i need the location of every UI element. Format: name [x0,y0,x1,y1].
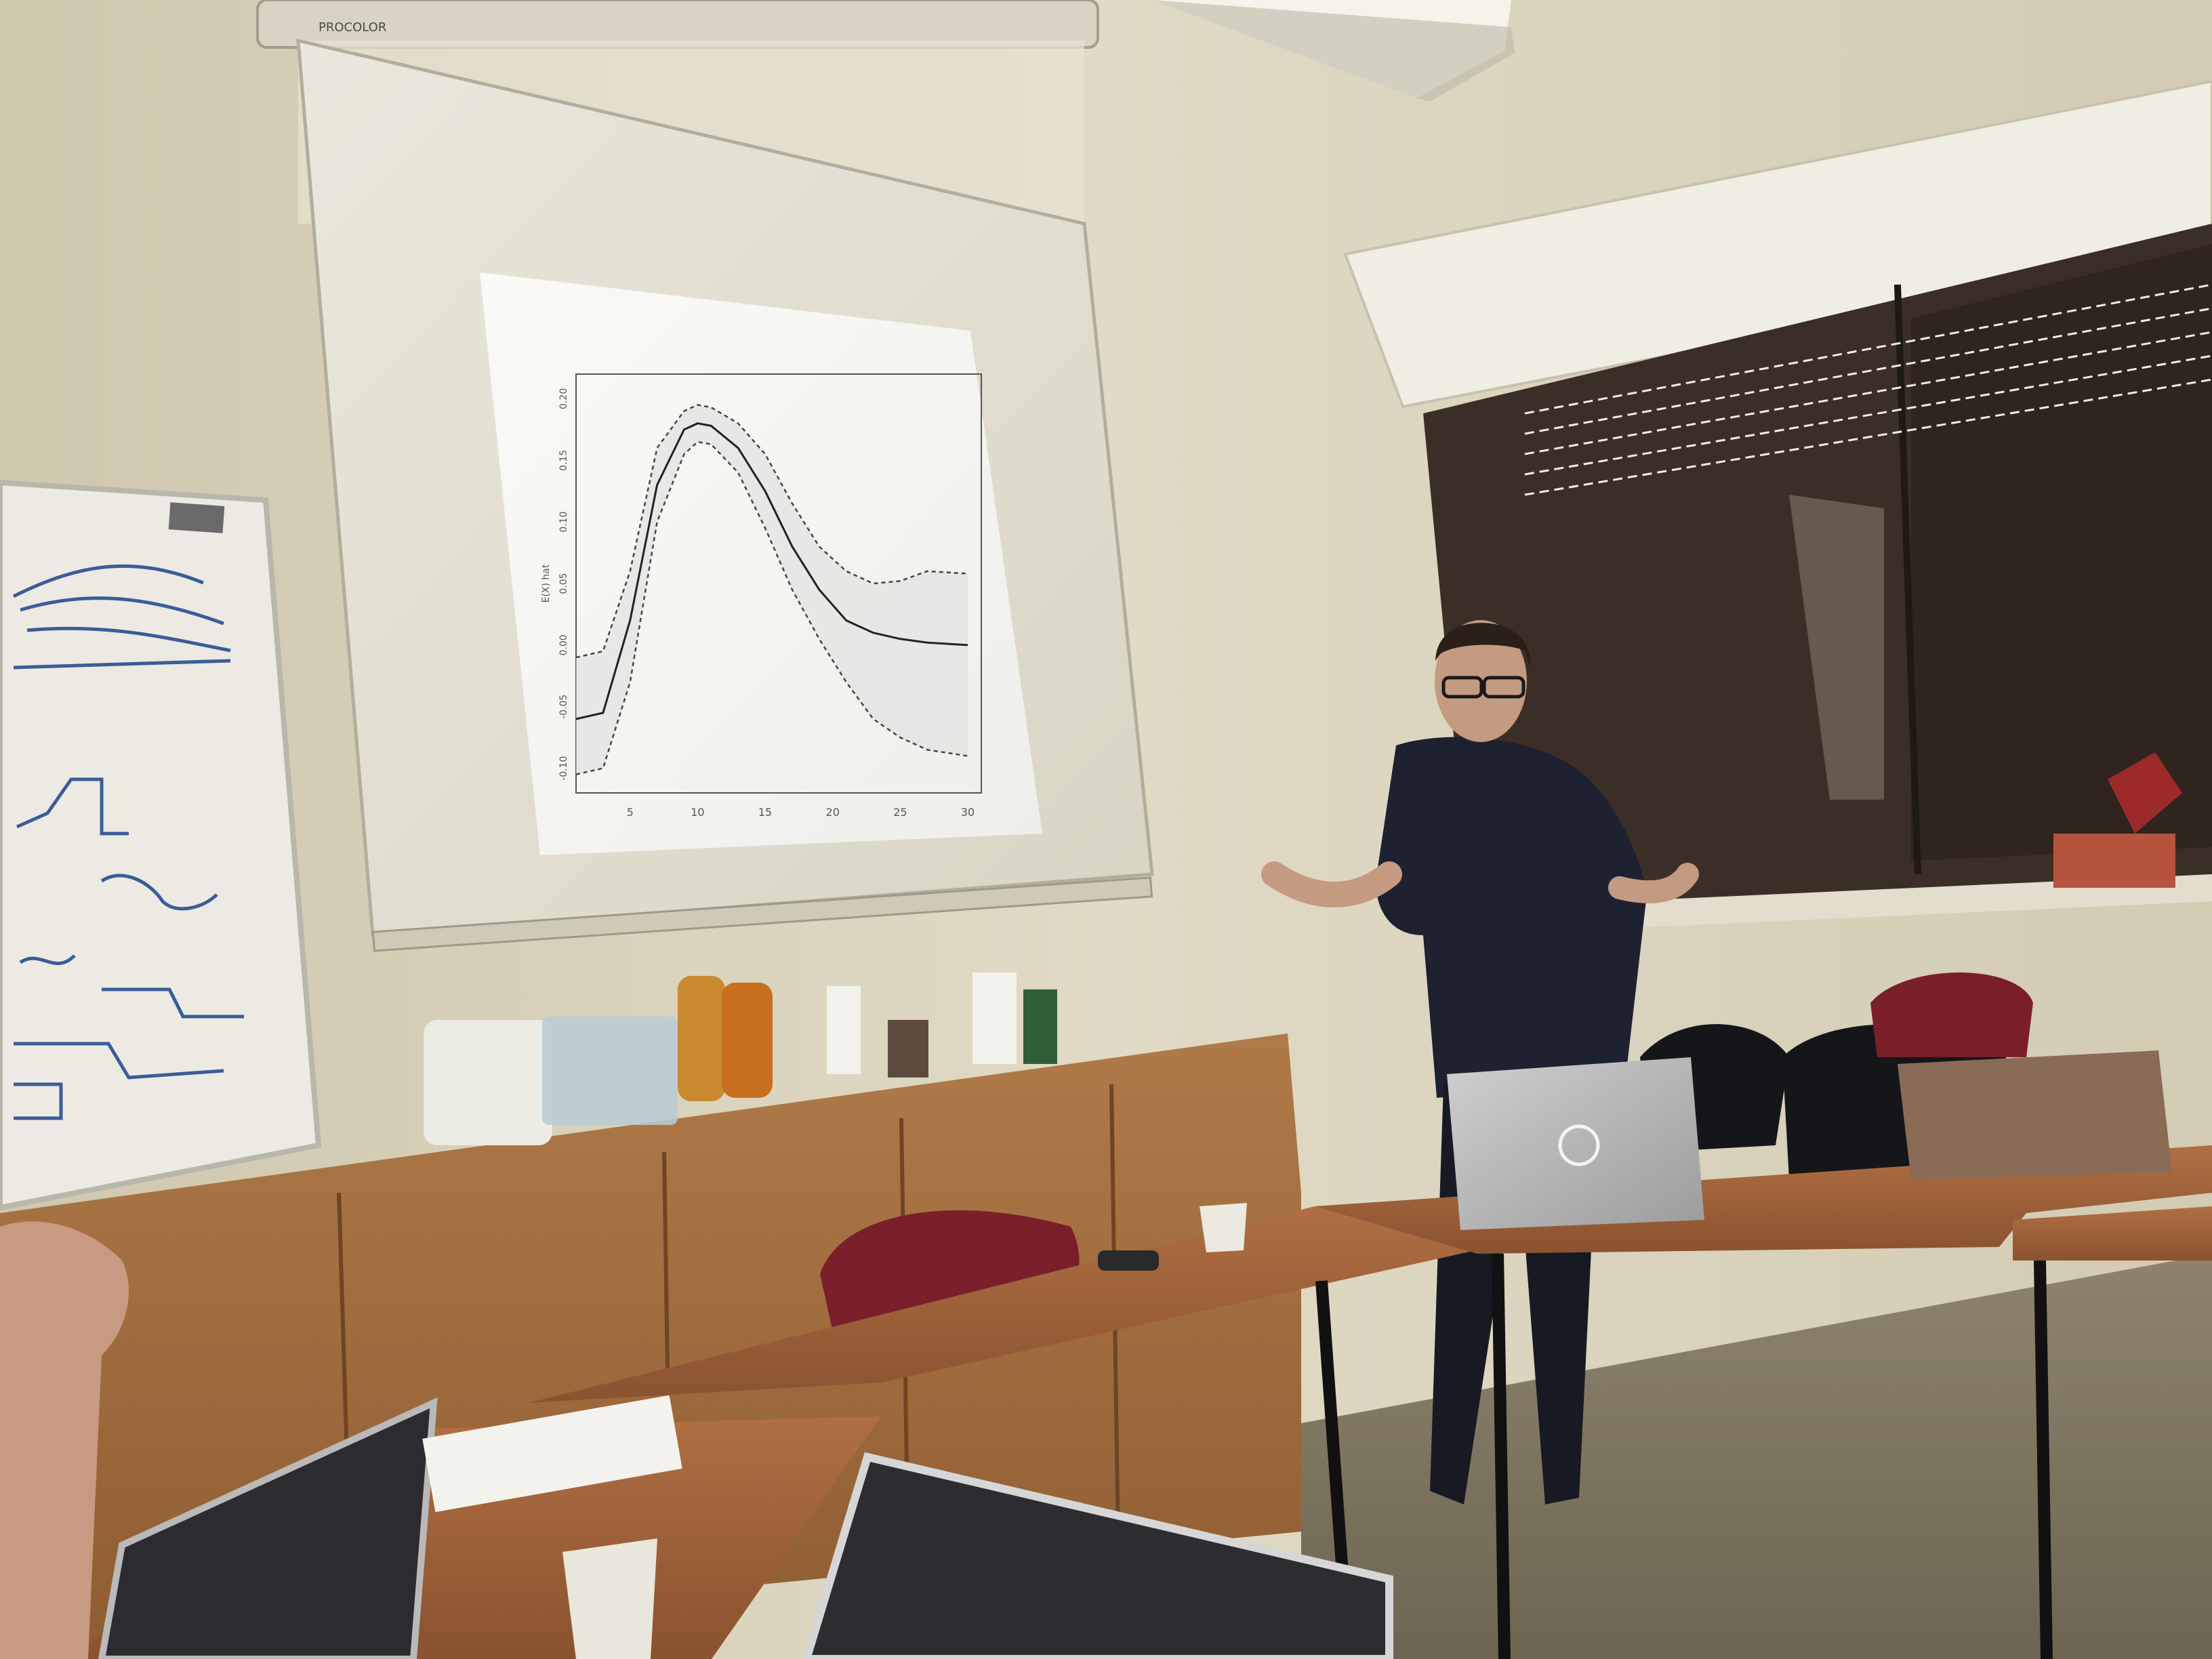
x-tick-label: 5 [627,806,634,819]
series-line-mean [575,422,968,720]
notebook [422,1395,682,1513]
series-line-lower [575,441,968,775]
plot-frame [575,373,982,794]
coffee-cup [562,1538,657,1659]
y-tick-label: -0.05 [558,695,569,719]
phone [1098,1250,1159,1271]
water-bottles [542,1017,678,1125]
ceiling-light [1152,0,1515,102]
x-tick-label: 25 [893,806,907,819]
presenter-laptop [1447,1057,1704,1230]
hand [0,1221,129,1659]
juice-bottle [678,976,725,1101]
cup-stack [972,972,1017,1064]
cup-stack [827,986,861,1074]
laptop-back [1898,1050,2172,1179]
laptop-screen-left [98,1397,438,1659]
window-blinds [1343,79,2212,935]
paper-towel-roll [424,1020,552,1145]
coffee-cup [1200,1203,1247,1252]
x-tick-label: 10 [691,806,704,819]
floor [1301,1254,2212,1659]
laptops [98,1050,2172,1659]
coffee-jar [888,1020,928,1078]
x-tick-label: 30 [961,806,975,819]
tea-box [1023,989,1057,1064]
x-tick-label: 20 [826,806,840,819]
y-tick-label: -0.10 [558,756,569,781]
y-tick-label: 0.15 [558,450,569,471]
y-tick-label: 0.20 [558,388,569,409]
red-decoration [2053,752,2182,888]
confidence-band [576,405,968,775]
y-axis-label: E(X) hat [541,564,552,602]
whiteboard [0,479,322,1211]
desk-items [422,1203,1247,1659]
projected-chart: 5 10 15 20 25 30 -0.10 -0.05 0.00 0.05 0.10 0.15 0.2… [541,373,982,819]
screen-brand: PROCOLOR [319,20,386,35]
y-tick-label: 0.00 [558,634,569,655]
y-tick-label: 0.10 [558,512,569,533]
series-line-upper [575,404,968,659]
cabinet-items [424,972,1057,1145]
laptop-screen-front [802,1452,1393,1659]
y-tick-label: 0.05 [558,573,569,594]
x-tick-label: 15 [758,806,772,819]
juice-bottle [722,983,773,1098]
